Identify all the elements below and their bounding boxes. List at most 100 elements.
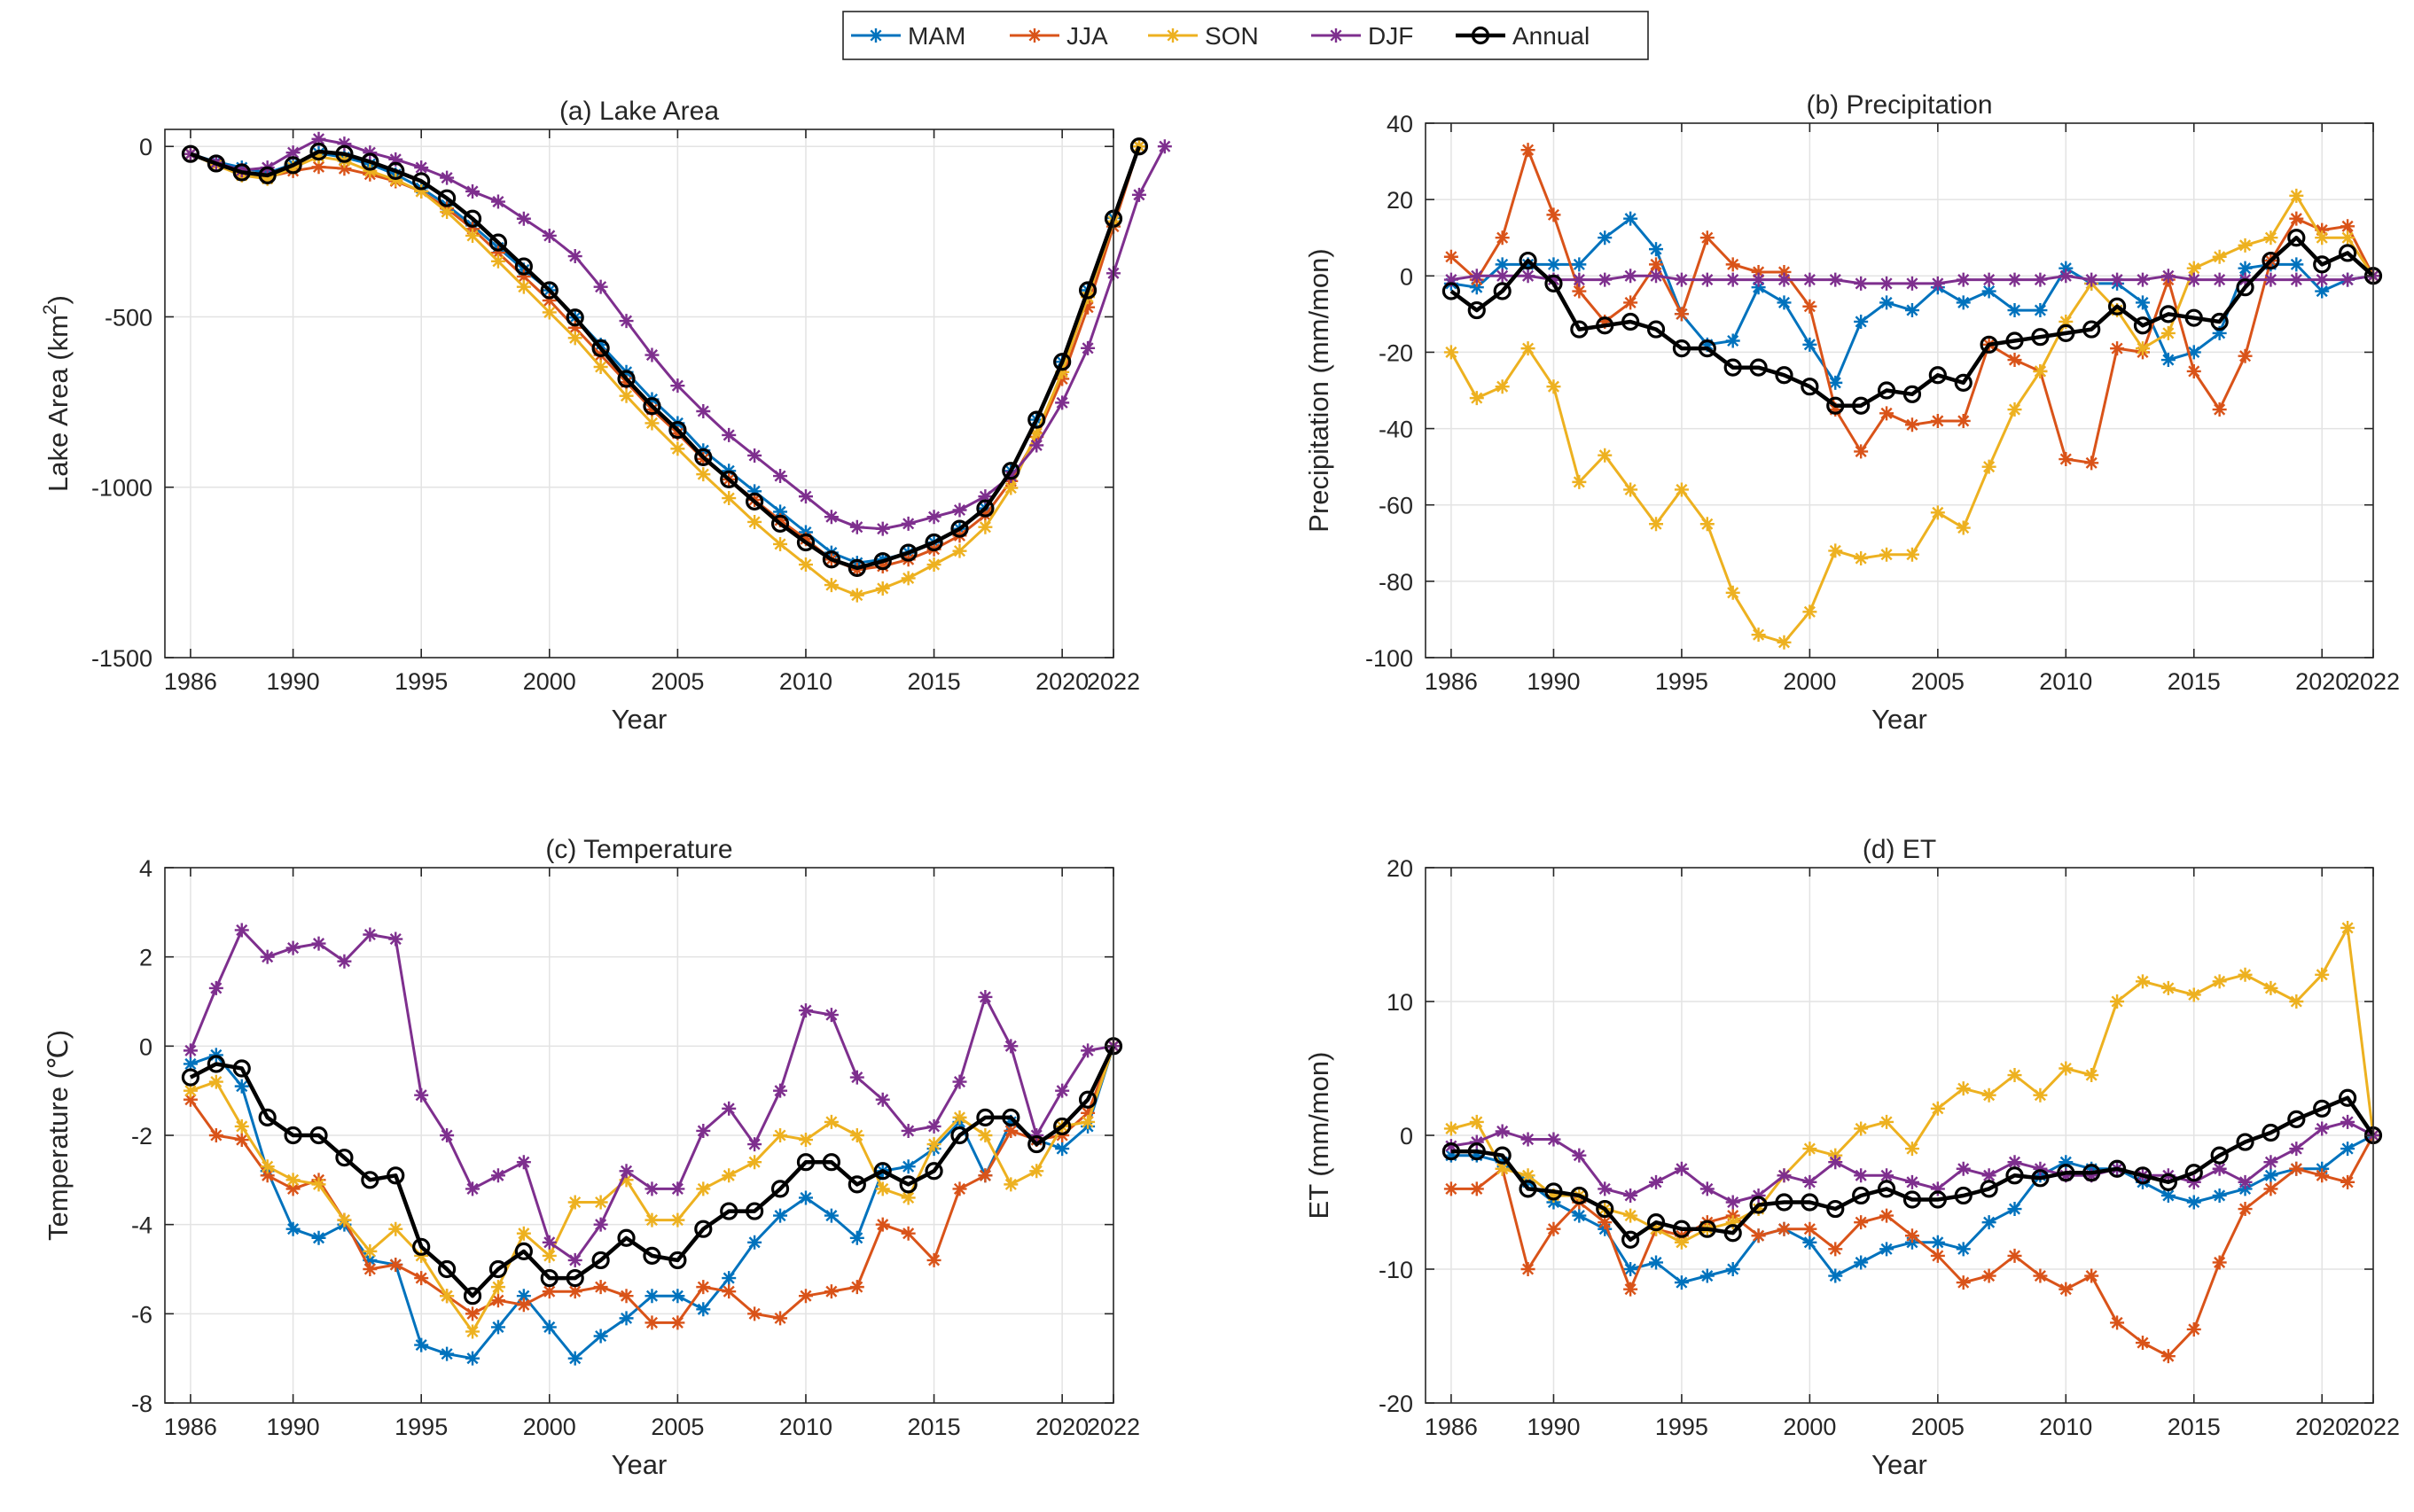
data-point bbox=[363, 163, 378, 178]
data-point bbox=[542, 1320, 557, 1335]
data-point bbox=[1623, 269, 1638, 284]
data-point bbox=[2033, 272, 2048, 287]
data-point bbox=[567, 1252, 582, 1267]
data-point bbox=[1493, 282, 1512, 300]
data-point bbox=[1621, 312, 1640, 331]
y-tick-label: -8 bbox=[131, 1391, 152, 1417]
y-tick-label: -20 bbox=[1379, 339, 1413, 366]
data-point bbox=[1623, 211, 1638, 226]
data-point bbox=[670, 425, 685, 440]
x-tick-label: 2015 bbox=[2168, 1414, 2221, 1440]
data-point bbox=[1826, 396, 1845, 415]
data-point bbox=[566, 308, 584, 327]
data-point bbox=[747, 484, 762, 499]
data-point bbox=[1725, 257, 1740, 272]
data-point bbox=[2160, 1349, 2176, 1364]
data-point bbox=[1879, 1168, 1894, 1183]
data-point bbox=[978, 989, 993, 1004]
data-point bbox=[2238, 348, 2253, 363]
data-point bbox=[2186, 363, 2201, 378]
data-point bbox=[1777, 264, 1792, 279]
data-point bbox=[2007, 1202, 2022, 1217]
data-point bbox=[1854, 314, 1869, 329]
data-point bbox=[1623, 1262, 1638, 1276]
data-point bbox=[516, 269, 531, 284]
data-point bbox=[926, 1252, 941, 1267]
data-point bbox=[337, 954, 352, 969]
series-line-annual bbox=[190, 145, 1142, 571]
data-point bbox=[824, 1008, 839, 1023]
data-point bbox=[1954, 1186, 1973, 1205]
data-point bbox=[1904, 303, 1919, 318]
data-point bbox=[311, 149, 326, 164]
data-point bbox=[1725, 272, 1740, 287]
data-point bbox=[822, 1153, 840, 1172]
data-point bbox=[798, 489, 813, 504]
data-point bbox=[1572, 284, 1587, 299]
x-tick-label: 1986 bbox=[1425, 668, 1478, 695]
y-tick-label: -6 bbox=[131, 1301, 152, 1328]
x-tick-label: 2010 bbox=[2039, 668, 2092, 695]
data-point bbox=[311, 936, 326, 951]
data-point bbox=[414, 1087, 429, 1103]
data-point bbox=[2007, 402, 2022, 417]
data-point bbox=[1572, 1208, 1587, 1223]
data-point bbox=[1699, 517, 1715, 532]
data-point bbox=[976, 1108, 995, 1126]
y-tick-label: -80 bbox=[1379, 569, 1413, 596]
data-point bbox=[337, 136, 352, 152]
legend-entry-mam: MAM bbox=[851, 22, 965, 50]
data-point bbox=[1699, 1268, 1715, 1283]
data-point bbox=[1956, 413, 1971, 428]
data-point bbox=[414, 183, 429, 199]
data-point bbox=[1802, 1174, 1817, 1189]
data-point bbox=[234, 1118, 249, 1134]
legend-swatch-marker bbox=[1329, 28, 1343, 43]
data-point bbox=[2033, 363, 2048, 378]
data-point bbox=[2160, 353, 2176, 368]
data-point bbox=[1544, 1182, 1563, 1201]
data-point bbox=[747, 514, 762, 529]
data-point bbox=[1981, 1215, 1996, 1230]
data-point bbox=[2313, 255, 2332, 274]
data-point bbox=[1469, 1181, 1484, 1196]
data-point bbox=[798, 1133, 813, 1148]
data-point bbox=[1749, 1196, 1768, 1214]
data-point bbox=[337, 161, 352, 176]
data-point bbox=[387, 161, 405, 181]
data-point bbox=[670, 1212, 685, 1228]
data-point bbox=[1078, 281, 1098, 300]
y-tick-label: -60 bbox=[1379, 493, 1413, 519]
x-tick-label: 2000 bbox=[1783, 1414, 1836, 1440]
data-point bbox=[849, 519, 864, 534]
data-point bbox=[1698, 1220, 1716, 1238]
data-point bbox=[2287, 1110, 2306, 1128]
data-point bbox=[875, 1217, 890, 1232]
data-point bbox=[2160, 269, 2176, 284]
data-point bbox=[824, 1284, 839, 1299]
x-tick-label: 2022 bbox=[1087, 1414, 1140, 1440]
data-point bbox=[1544, 274, 1563, 292]
data-point bbox=[1493, 1146, 1512, 1165]
data-point bbox=[747, 1155, 762, 1170]
data-point bbox=[645, 347, 660, 362]
data-point bbox=[1519, 251, 1537, 270]
data-point bbox=[2238, 238, 2253, 253]
data-point bbox=[619, 1164, 634, 1179]
legend-entry-djf: DJF bbox=[1311, 22, 1413, 50]
data-point bbox=[490, 194, 505, 209]
data-point bbox=[1623, 1188, 1638, 1203]
data-point bbox=[1131, 187, 1146, 202]
data-point bbox=[2110, 1315, 2125, 1330]
data-point bbox=[2033, 1268, 2048, 1283]
data-point bbox=[516, 279, 531, 294]
data-point bbox=[899, 1175, 918, 1194]
data-point bbox=[1801, 378, 1819, 396]
data-point bbox=[1443, 272, 1458, 287]
data-point bbox=[258, 166, 277, 185]
data-point bbox=[1930, 413, 1945, 428]
data-point bbox=[1802, 604, 1817, 620]
data-point bbox=[2212, 974, 2227, 989]
data-point bbox=[901, 1159, 916, 1174]
